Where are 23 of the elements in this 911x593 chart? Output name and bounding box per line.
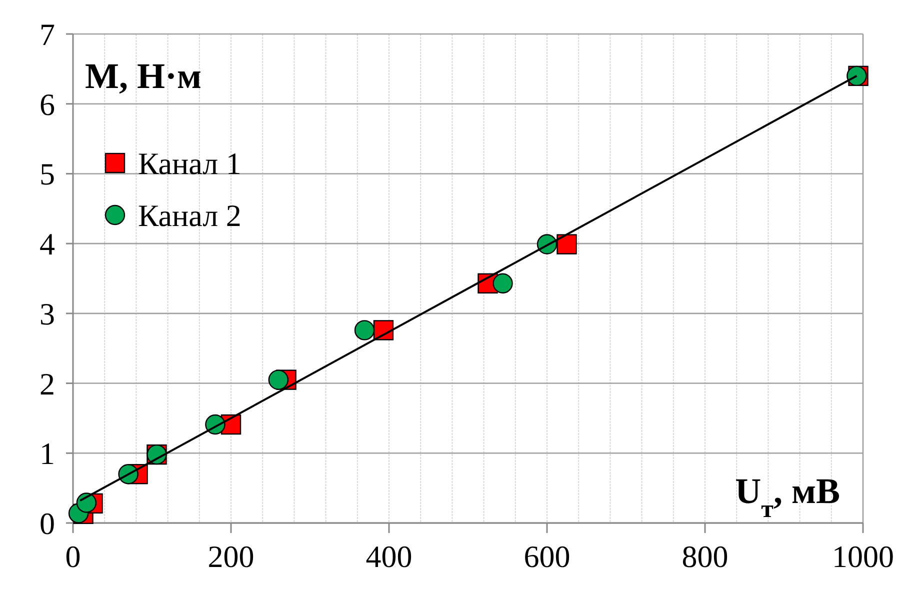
y-tick-label: 0 [40,506,55,541]
y-tick-label: 7 [40,17,55,52]
y-tick-label: 6 [40,86,55,122]
x-tick-label: 800 [682,539,728,574]
y-tick-label: 4 [40,226,56,262]
y-tick-label: 5 [40,156,55,192]
x-tick-label: 600 [524,539,570,574]
x-tick-label: 1000 [832,539,894,574]
x-tick-label: 0 [65,539,81,574]
point [492,273,513,294]
point [268,370,288,390]
legend-label: Канал 2 [138,198,242,233]
point [354,320,375,340]
point [76,492,97,513]
point [556,234,577,254]
y-tick-label: 3 [40,296,55,332]
x-tick-label: 200 [208,539,254,574]
y-tick-label: 2 [40,366,55,402]
x-axis-title: U$_{т}$, мВ [735,471,840,522]
y-tick-label: 1 [40,436,55,472]
y-axis-title: M, Н·м [85,56,202,96]
legend-label: Канал 1 [138,146,242,181]
x-tick-label: 400 [366,539,412,574]
